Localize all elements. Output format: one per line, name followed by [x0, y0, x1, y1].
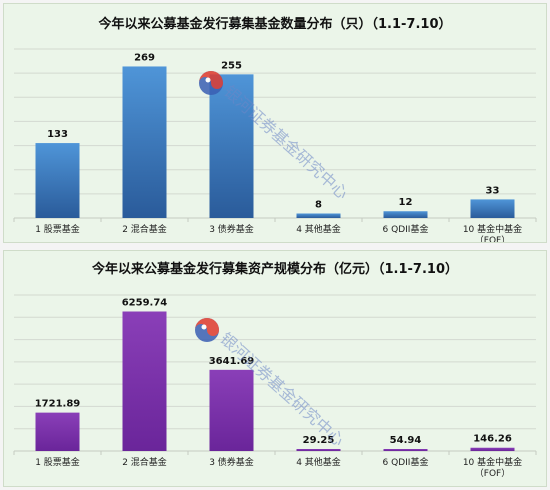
fund-count-chart: 今年以来公募基金发行募集基金数量分布（只）（1.1-7.10） 133 1 股票基金… — [13, 16, 537, 242]
bar — [470, 199, 515, 218]
data-label: 133 — [47, 129, 68, 140]
data-label: 255 — [221, 60, 242, 71]
data-label: 29.25 — [303, 435, 335, 446]
category-label: 3 债券基金 — [209, 456, 254, 468]
data-label: 146.26 — [473, 434, 512, 445]
category-label: 4 其他基金 — [296, 223, 341, 235]
bar — [209, 369, 254, 451]
bar — [383, 449, 428, 451]
category-label: 6 QDII基金 — [383, 456, 429, 468]
bar — [122, 311, 167, 451]
data-label: 1721.89 — [35, 399, 81, 410]
category-label: 4 其他基金 — [296, 456, 341, 468]
galaxy-taiji-logo-icon — [195, 318, 219, 342]
data-label: 8 — [315, 199, 322, 210]
category-label: （FOF） — [475, 235, 510, 242]
category-label: 6 QDII基金 — [383, 223, 429, 235]
chart-panel-fund-count: 今年以来公募基金发行募集基金数量分布（只）（1.1-7.10） 133 1 股票基金… — [3, 3, 547, 243]
category-label: 3 债券基金 — [209, 223, 254, 235]
bar — [296, 213, 341, 218]
category-label: 1 股票基金 — [35, 456, 80, 468]
bar — [35, 412, 80, 451]
bar — [209, 74, 254, 218]
bar — [470, 447, 515, 451]
data-label: 3641.69 — [209, 356, 255, 367]
bar — [122, 66, 167, 218]
data-label: 54.94 — [390, 435, 422, 446]
chart-title: 今年以来公募基金发行募集基金数量分布（只）（1.1-7.10） — [98, 16, 452, 32]
bar — [383, 211, 428, 218]
category-label: 2 混合基金 — [122, 456, 167, 468]
fund-assets-chart: 今年以来公募基金发行募集资产规模分布（亿元）（1.1-7.10） 1721.89 1… — [13, 261, 537, 479]
data-label: 33 — [486, 185, 500, 196]
category-label: （FOF） — [475, 468, 510, 479]
chart-title: 今年以来公募基金发行募集资产规模分布（亿元）（1.1-7.10） — [91, 261, 458, 277]
data-label: 12 — [399, 197, 413, 208]
data-label: 269 — [134, 52, 155, 63]
data-label: 6259.74 — [122, 297, 168, 308]
category-label: 2 混合基金 — [122, 223, 167, 235]
chart-panel-fund-assets: 今年以来公募基金发行募集资产规模分布（亿元）（1.1-7.10） 1721.89 1… — [3, 250, 547, 487]
category-label: 10 基金中基金 — [463, 223, 522, 235]
bar — [296, 449, 341, 451]
galaxy-taiji-logo-icon — [199, 71, 223, 95]
category-label: 10 基金中基金 — [463, 456, 522, 468]
category-label: 1 股票基金 — [35, 223, 80, 235]
bar — [35, 143, 80, 218]
